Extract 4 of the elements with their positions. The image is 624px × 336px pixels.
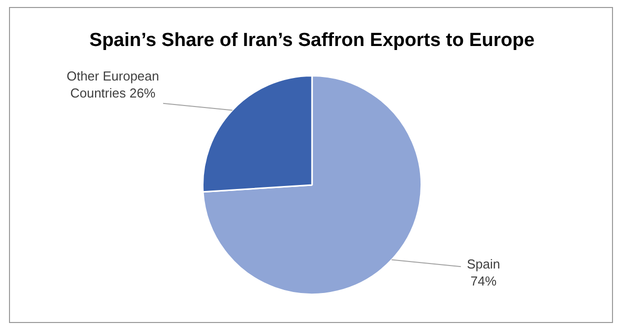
slice-label: Other European Countries 26%	[66, 68, 160, 100]
slice-label: Spain	[466, 256, 500, 272]
chart-title: Spain’s Share of Iran’s Saffron Exports to Europe	[89, 30, 535, 52]
data-label: 74%	[470, 274, 497, 289]
